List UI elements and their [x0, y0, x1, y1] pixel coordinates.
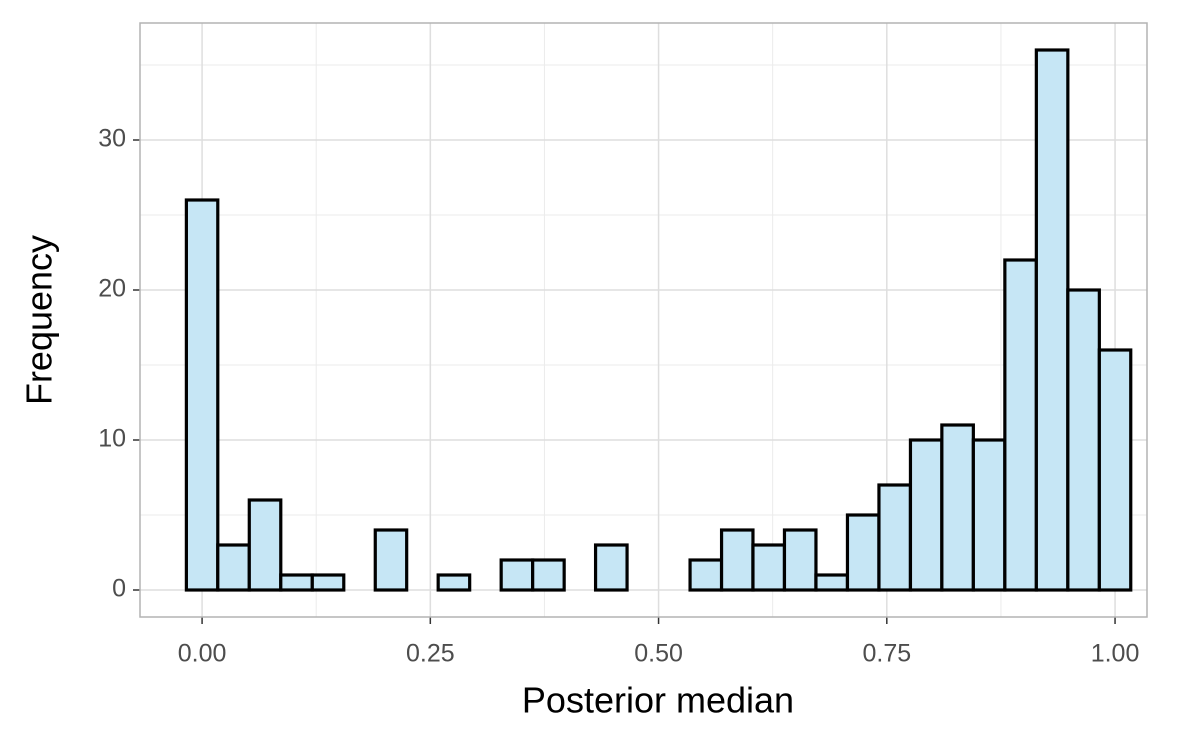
y-tick-label: 0 [112, 575, 126, 603]
x-tick-label: 0.50 [634, 640, 683, 668]
y-tick-label: 30 [98, 125, 126, 153]
bar [845, 513, 881, 592]
bar [719, 528, 755, 592]
y-axis-title: Frequency [19, 235, 60, 405]
x-axis-title: Posterior median [522, 680, 794, 721]
bar [1003, 258, 1038, 592]
bar [184, 198, 220, 592]
panel-border [139, 22, 1148, 618]
bar [1066, 288, 1101, 592]
bar [531, 558, 566, 592]
y-tick-label: 10 [98, 425, 126, 453]
bar [436, 573, 472, 592]
x-tick-label: 0.75 [862, 640, 911, 668]
bar [1097, 348, 1133, 592]
bar [971, 438, 1007, 592]
bar [688, 558, 724, 592]
y-tick-label: 20 [98, 275, 126, 303]
bar [1034, 48, 1070, 592]
bar [751, 543, 787, 592]
bar [216, 543, 251, 592]
bar [593, 543, 629, 592]
x-tick-label: 0.00 [178, 640, 227, 668]
bar [247, 498, 283, 592]
x-tick-label: 0.25 [406, 640, 455, 668]
bar [814, 573, 850, 592]
bar [310, 573, 346, 592]
bar [782, 528, 818, 592]
bar [279, 573, 314, 592]
bar [908, 438, 944, 592]
bar [373, 528, 409, 592]
x-tick-label: 1.00 [1091, 640, 1140, 668]
bar [499, 558, 535, 592]
bar [940, 423, 975, 592]
bar [877, 483, 913, 592]
